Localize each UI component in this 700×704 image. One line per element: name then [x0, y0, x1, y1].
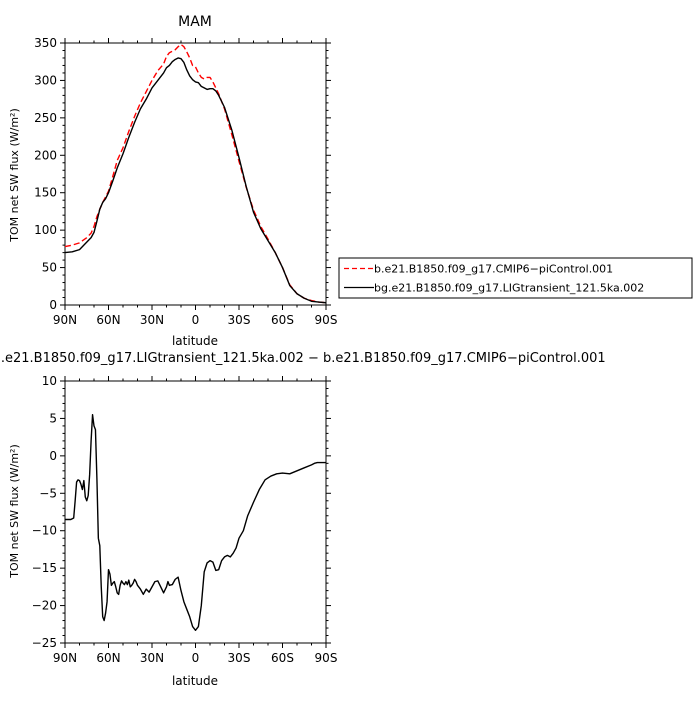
- bottom-y-tick-label: 10: [42, 374, 57, 388]
- top-y-axis-label: TOM net SW flux (W/m²): [8, 108, 21, 242]
- top-y-tick-label: 300: [34, 73, 57, 87]
- bottom-y-tick-label: −20: [32, 599, 57, 613]
- top-y-tick-label: 100: [34, 223, 57, 237]
- bottom-series-line-0: [65, 413, 326, 631]
- top-y-tick-label: 50: [42, 261, 57, 275]
- bottom-x-tick-label: 90N: [53, 651, 77, 665]
- top-x-tick-label: 90N: [53, 313, 77, 327]
- bottom-chart-title: bg.e21.B1850.f09_g17.LIGtransient_121.5k…: [0, 351, 606, 366]
- bottom-plot-frame: [64, 380, 327, 644]
- top-plot-area: [60, 38, 331, 310]
- top-y-tick-label: 0: [49, 298, 57, 312]
- bottom-y-tick-label: −5: [39, 486, 57, 500]
- bottom-x-tick-label: 60S: [271, 651, 294, 665]
- bottom-y-tick-label: 0: [49, 449, 57, 463]
- top-x-tick-label: 30S: [228, 313, 251, 327]
- top-x-tick-label: 60N: [96, 313, 120, 327]
- top-y-tick-label: 200: [34, 148, 57, 162]
- top-series-line-1: [64, 57, 327, 304]
- top-chart: MAM TOM net SW flux (W/m²) 0 50 100 150 200 2…: [8, 14, 337, 348]
- top-x-tick-label: 30N: [140, 313, 164, 327]
- bottom-x-tick-label: 90S: [315, 651, 338, 665]
- top-series-line-0: [64, 43, 327, 304]
- bottom-y-axis-label: TOM net SW flux (W/m²): [8, 444, 21, 578]
- top-y-tick-label: 350: [34, 36, 57, 50]
- legend: b.e21.B1850.f09_g17.CMIP6−piControl.001 …: [338, 257, 693, 299]
- bottom-x-tick-label: 60N: [96, 651, 120, 665]
- top-x-tick-label: 60S: [271, 313, 294, 327]
- bottom-chart: bg.e21.B1850.f09_g17.LIGtransient_121.5k…: [0, 351, 606, 688]
- top-x-tick-labels: 90N 60N 30N 0 30S 60S 90S: [53, 313, 338, 327]
- top-x-tick-label: 90S: [315, 313, 338, 327]
- top-x-tick-label: 0: [192, 313, 200, 327]
- top-y-axis-label-group: TOM net SW flux (W/m²): [8, 108, 21, 242]
- legend-label-control: b.e21.B1850.f09_g17.CMIP6−piControl.001: [374, 263, 613, 276]
- bottom-x-tick-labels: 90N 60N 30N 0 30S 60S 90S: [53, 651, 338, 665]
- bottom-x-tick-label: 0: [192, 651, 200, 665]
- bottom-x-axis-label: latitude: [172, 674, 218, 688]
- bottom-y-tick-label: −10: [32, 524, 57, 538]
- bottom-plot-area: [60, 376, 331, 648]
- top-y-tick-label: 250: [34, 111, 57, 125]
- top-y-tick-label: 150: [34, 186, 57, 200]
- bottom-y-tick-labels: −25 −20 −15 −10 −5 0 5 10: [32, 374, 57, 650]
- bottom-y-tick-label: −25: [32, 636, 57, 650]
- bottom-y-tick-label: 5: [49, 411, 57, 425]
- bottom-y-axis-label-group: TOM net SW flux (W/m²): [8, 444, 21, 578]
- bottom-y-tick-label: −15: [32, 561, 57, 575]
- bottom-x-tick-label: 30N: [140, 651, 164, 665]
- legend-label-lig: bg.e21.B1850.f09_g17.LIGtransient_121.5k…: [374, 282, 644, 295]
- top-chart-title: MAM: [178, 14, 212, 30]
- top-x-axis-label: latitude: [172, 334, 218, 348]
- bottom-x-tick-label: 30S: [228, 651, 251, 665]
- top-y-tick-labels: 0 50 100 150 200 250 300 350: [34, 36, 57, 312]
- legend-box: [338, 257, 693, 299]
